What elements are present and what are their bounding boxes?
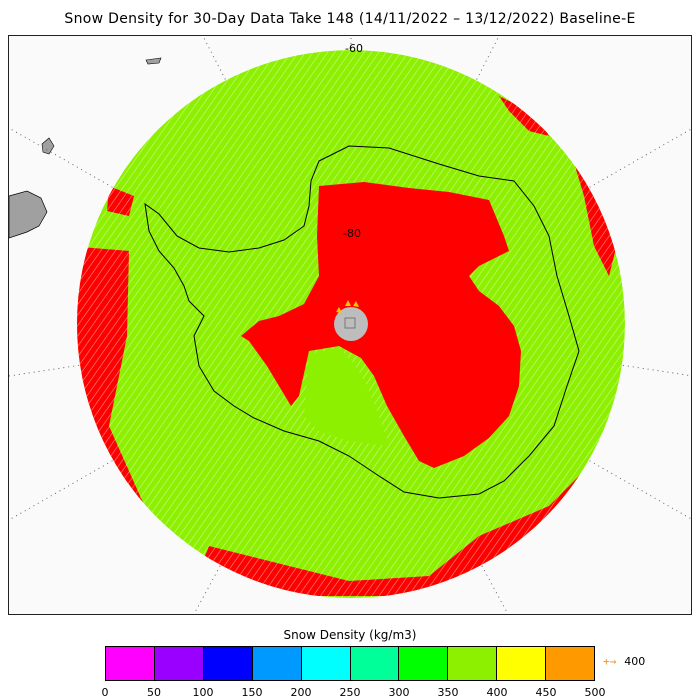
colorbar-segment [448,647,498,680]
latitude-label-80: -80 [343,227,361,240]
overflow-arrow-icon: +→ [603,655,617,668]
colorbar-segment [350,647,400,680]
colorbar-segment [106,647,155,680]
pole-hole [334,307,368,341]
latitude-label-60: -60 [345,42,363,55]
antarctica-coastline [144,145,580,499]
colorbar [105,646,595,681]
colorbar-tick-label: 100 [192,686,214,699]
south-georgia-island [145,57,162,65]
colorbar-segment [203,647,253,680]
colorbar-segment [301,647,351,680]
colorbar-tick-label: 200 [290,686,312,699]
ice-sheet-snow-wedge [304,348,389,446]
colorbar-tick-label: 50 [147,686,161,699]
colorbar-tick-label: 500 [584,686,606,699]
colorbar-segment [497,647,547,680]
map-title: Snow Density for 30-Day Data Take 148 (1… [64,11,636,27]
colorbar-segment [399,647,449,680]
overflow-label: 400 [624,655,646,668]
colorbar-tick-label: 400 [486,686,508,699]
map-panel: -60 -80 [8,35,692,615]
south-america-landmass [9,190,48,239]
overflow-indicator: +→ 400 [603,655,645,668]
colorbar-tick-label: 300 [388,686,410,699]
colorbar-segment [546,647,595,680]
pole-marker-icon [344,317,356,329]
falkland-island [41,137,55,155]
colorbar-tick-label: 350 [437,686,459,699]
colorbar-segment [154,647,204,680]
colorbar-segment [252,647,302,680]
colorbar-title: Snow Density (kg/m3) [283,628,417,642]
polar-stereographic-map: -60 -80 [9,36,691,614]
colorbar-tick-label: 450 [535,686,557,699]
colorbar-tick-label: 150 [241,686,263,699]
pole-edge-spikes [336,300,359,313]
colorbar-tick-label: 250 [339,686,361,699]
ice-sheet-high-density [241,182,521,468]
colorbar-tick-label: 0 [101,686,109,699]
